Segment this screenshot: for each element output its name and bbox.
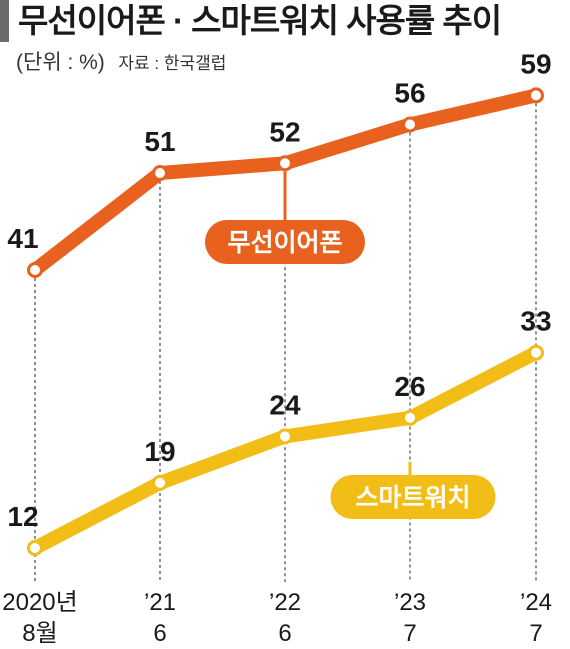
title-accent-bar: [0, 0, 9, 42]
data-label: 52: [269, 116, 300, 147]
data-point: [402, 116, 418, 133]
data-point: [277, 155, 293, 172]
x-tick-sublabel: 6: [153, 620, 166, 647]
series-layer: [27, 87, 544, 556]
legend-pill-smartwatch: [330, 475, 496, 519]
chart-title: 무선이어폰 · 스마트워치 사용률 추이: [18, 2, 502, 39]
x-tick-sublabel: 8월: [22, 620, 57, 647]
x-tick-sublabel: 7: [403, 620, 416, 647]
legend-label-earbuds: 무선이어폰: [227, 228, 342, 257]
chart-subtitle: (단위 : %) 자료 : 한국갤럽: [16, 46, 226, 76]
unit-label: (단위 : %): [16, 51, 105, 74]
data-label: 59: [520, 48, 551, 79]
x-axis-ticks: 2020년 8월 ’21 6 ’22 6 ’23 7 ’24 7: [2, 589, 552, 647]
data-point: [528, 344, 544, 361]
x-tick-label: ’24: [520, 589, 552, 616]
data-point: [152, 474, 168, 491]
x-tick-label: ’22: [269, 589, 301, 616]
x-tick-sublabel: 7: [529, 620, 542, 647]
data-point: [27, 540, 43, 556]
legend-label-smartwatch: 스마트워치: [355, 483, 470, 512]
data-label: 12: [7, 501, 38, 532]
data-point: [152, 165, 168, 181]
data-point: [528, 87, 544, 104]
x-tick-sublabel: 6: [278, 620, 291, 647]
value-labels: 41 51 52 56 59 12 19 24 26 33: [7, 48, 551, 532]
x-tick-label: ’21: [144, 589, 176, 616]
data-label: 41: [7, 223, 38, 254]
data-label: 56: [394, 78, 425, 109]
data-point: [277, 428, 293, 445]
data-point: [402, 409, 418, 426]
data-label: 26: [394, 371, 425, 402]
legend-pill-earbuds: [205, 220, 365, 264]
data-label: 19: [144, 436, 175, 467]
data-label: 24: [269, 389, 301, 420]
data-point: [27, 262, 43, 278]
data-label: 51: [144, 126, 175, 157]
source-label: 자료 : 한국갤럽: [118, 54, 227, 73]
x-tick-label: ’23: [394, 589, 426, 616]
data-label: 33: [520, 306, 551, 337]
x-tick-label: 2020년: [2, 589, 77, 616]
